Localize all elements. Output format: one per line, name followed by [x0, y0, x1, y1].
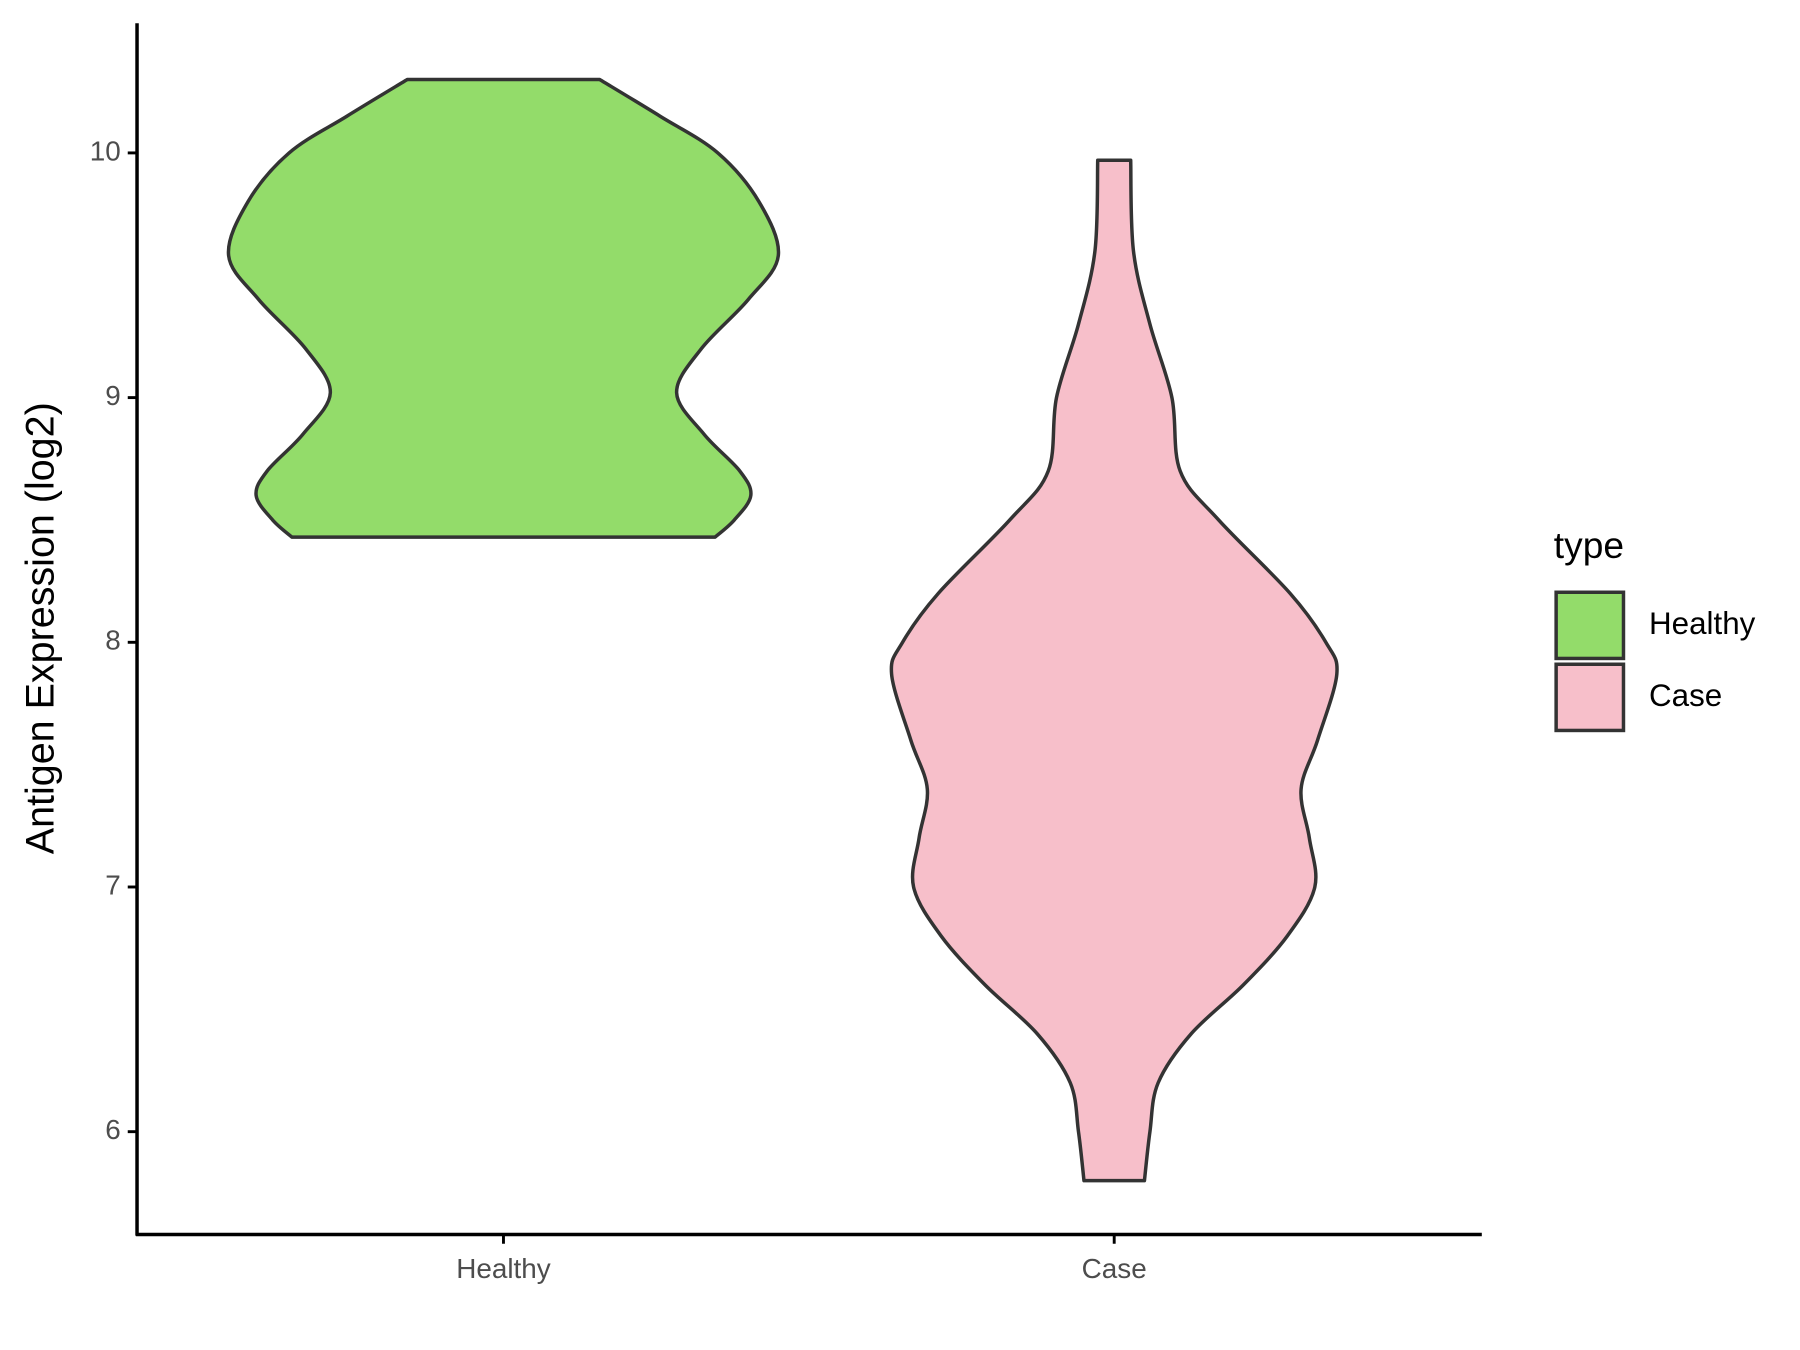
legend-swatch [1554, 662, 1626, 733]
y-tick-label: 8 [105, 625, 121, 656]
legend-swatch [1554, 590, 1626, 661]
legend-title: type [1554, 524, 1624, 566]
violin [226, 77, 781, 539]
y-tick-label: 7 [105, 869, 121, 900]
x-tick-label: Healthy [456, 1253, 551, 1284]
legend-label: Healthy [1649, 606, 1756, 641]
y-axis-title: Antigen Expression (log2) [18, 402, 62, 854]
legend-label: Case [1649, 678, 1722, 713]
y-tick-label: 10 [90, 135, 121, 166]
y-tick-label: 9 [105, 380, 121, 411]
violin [889, 158, 1339, 1183]
x-tick-label: Case [1082, 1253, 1147, 1284]
y-tick-label: 6 [105, 1114, 121, 1145]
